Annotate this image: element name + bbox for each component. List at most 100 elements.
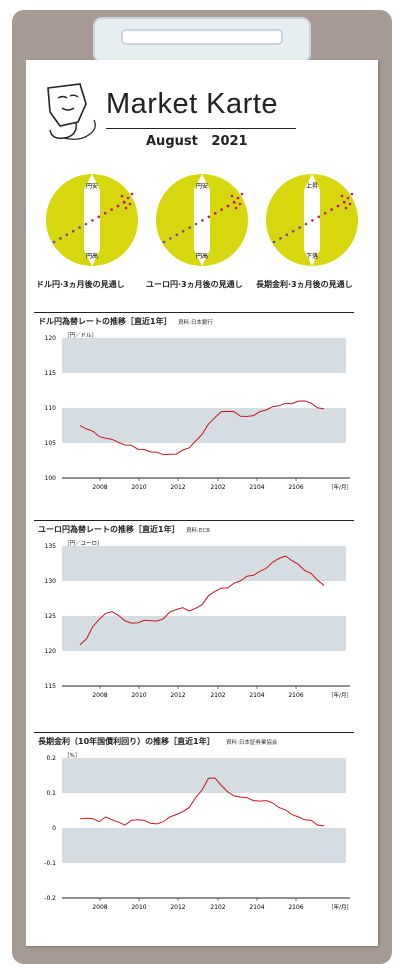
y-tick-label: 125: [45, 613, 57, 620]
y-tick-label: 120: [45, 648, 57, 655]
panel-top-rule: [34, 732, 354, 733]
panel-source: 資料:日本証券業協会: [226, 740, 278, 746]
y-tick-label: 100: [45, 475, 57, 482]
grid-band: [62, 408, 346, 443]
gauge-dot: [128, 202, 132, 206]
gauge-caption: 長期金利·3ヵ月後の見通し: [256, 280, 353, 289]
gauge-dot: [236, 196, 240, 200]
gauge-dot: [230, 194, 234, 198]
line-chart: 135 130 125 120 115 ［円／ユーロ］ 2008 2010 2012 2102 21…: [45, 540, 352, 699]
grid-band: [62, 758, 346, 793]
x-tick-label: 2106: [288, 484, 303, 491]
x-tick-label: 2010: [131, 904, 146, 911]
gauge-bottom-label: 円高: [196, 252, 208, 260]
gauge-dot: [311, 219, 314, 222]
gauge-dot: [110, 208, 113, 211]
line-chart: 0.2 0.1 0 -0.1 -0.2 ［%］ 2008 2010 2012 2102 2104 21…: [44, 752, 352, 911]
panel-top-rule: [34, 312, 354, 313]
gauge-dot: [162, 240, 166, 244]
gauge-dot: [78, 226, 81, 229]
gauge-dot: [97, 215, 101, 219]
series-line: [79, 400, 325, 456]
x-tick-label: 2012: [170, 692, 185, 699]
gauge-dot: [336, 204, 340, 208]
y-axis-unit: ［%］: [64, 752, 80, 759]
series-line: [79, 777, 325, 827]
x-tick-label: 2104: [249, 484, 264, 491]
series-line: [79, 555, 325, 646]
gauge-dot: [71, 229, 75, 233]
panel-top-rule: [34, 520, 354, 521]
panel-title: 長期金利（10年国債利回り）の推移［直近1年］: [38, 737, 215, 746]
gauge-dot: [91, 219, 94, 222]
x-tick-label: 2102: [210, 484, 225, 491]
gauge-top-label: 上昇: [306, 182, 318, 190]
gauge-dot: [175, 233, 179, 237]
gauge-dot: [220, 208, 223, 211]
gauge-dot: [169, 237, 172, 240]
x-tick-label: 2106: [288, 904, 303, 911]
gauge-dot: [238, 202, 242, 206]
gauge-dot: [298, 226, 301, 229]
gauge-dot: [201, 219, 204, 222]
gauge-caption: ユーロ円·3ヵ月後の見通し: [146, 280, 243, 289]
gauge-dot: [350, 192, 354, 196]
x-axis-unit: ［年/月］: [328, 691, 352, 699]
y-tick-label: 0.2: [46, 755, 56, 762]
x-tick-label: 2010: [131, 484, 146, 491]
x-axis-unit: ［年/月］: [328, 483, 352, 491]
gauge-dot: [285, 233, 289, 237]
gauge-dot: [344, 206, 348, 210]
gauge-dot: [207, 215, 211, 219]
grid-band: [62, 616, 346, 651]
gauge-dot: [317, 215, 321, 219]
gauge-dot: [124, 206, 128, 210]
page-title: Market Karte: [106, 88, 278, 120]
panel-title: ドル円為替レートの推移［直近1年］: [38, 317, 172, 326]
gauge-bottom-label: 下落: [306, 252, 318, 260]
gauge-dot: [291, 229, 295, 233]
gauge-dot: [234, 206, 238, 210]
gauge-dot: [120, 194, 124, 198]
y-tick-label: 105: [45, 440, 57, 447]
grid-band: [62, 338, 346, 373]
gauge-bottom-label: 円高: [86, 252, 98, 260]
gauge-dot: [342, 200, 346, 204]
y-tick-label: 115: [45, 370, 57, 377]
grid-band: [62, 546, 346, 581]
page-subtitle: August 2021: [146, 134, 248, 149]
gauge-dot: [194, 222, 198, 226]
gauge-dot: [59, 237, 62, 240]
gauge-dot: [188, 226, 191, 229]
y-tick-label: -0.2: [44, 895, 56, 902]
y-tick-label: 0: [52, 825, 56, 832]
grid-band: [62, 828, 346, 863]
gauge-caption: ドル円·3ヵ月後の見通し: [36, 280, 125, 289]
gauge-dot: [181, 229, 185, 233]
gauge-dot: [340, 194, 344, 198]
clipboard-clip: [93, 17, 311, 63]
x-tick-label: 2104: [249, 692, 264, 699]
x-tick-label: 2008: [92, 484, 107, 491]
y-tick-label: 135: [45, 543, 57, 550]
x-tick-label: 2102: [210, 904, 225, 911]
gauge-dot: [122, 200, 126, 204]
y-tick-label: 130: [45, 578, 57, 585]
gauge-dot: [130, 192, 134, 196]
gauge-dot: [348, 202, 352, 206]
panel-title: ユーロ円為替レートの推移［直近1年］: [38, 525, 180, 534]
title-rule: [106, 128, 296, 129]
x-tick-label: 2106: [288, 692, 303, 699]
y-tick-label: -0.1: [44, 860, 56, 867]
y-tick-label: 0.1: [46, 790, 56, 797]
gauge-dot: [84, 222, 88, 226]
gauge-dot: [232, 200, 236, 204]
panel-source: 資料:日本銀行: [178, 320, 213, 326]
gauge-top-label: 円安: [196, 182, 208, 190]
line-chart: 120 115 110 105 100 ［円／ドル］ 2008 2010 2012 2102 210…: [45, 332, 352, 491]
gauge-dot: [126, 196, 130, 200]
y-axis-unit: ［円／ドル］: [64, 332, 97, 339]
gauge-dot: [346, 196, 350, 200]
